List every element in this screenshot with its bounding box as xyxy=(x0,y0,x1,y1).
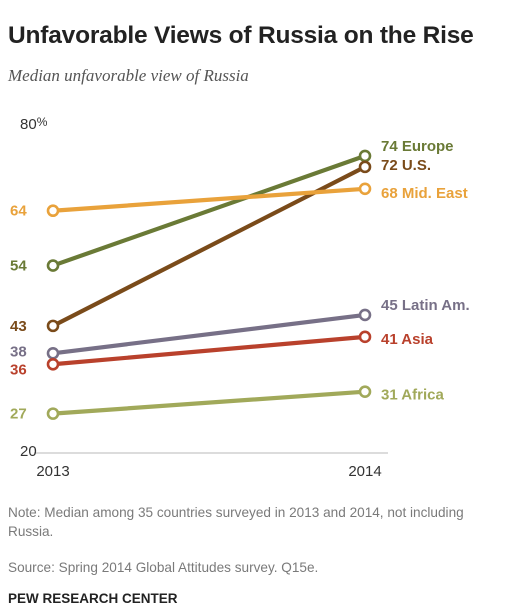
end-label-mid-east: 68 Mid. East xyxy=(381,185,468,202)
series-line-asia xyxy=(50,334,368,367)
series-line-europe xyxy=(50,153,368,268)
series-line-mid-east xyxy=(50,186,368,213)
data-point-africa-2014 xyxy=(358,385,372,398)
data-point-u-s-2014 xyxy=(358,160,372,174)
x-tick-label-2013: 2013 xyxy=(36,463,69,480)
start-label-u-s: 43 xyxy=(10,318,27,335)
data-point-asia-2014 xyxy=(358,330,372,344)
x-tick-label-2014: 2014 xyxy=(348,463,381,480)
start-label-africa: 27 xyxy=(10,406,27,423)
chart-subtitle: Median unfavorable view of Russia xyxy=(8,66,249,85)
end-label-u-s: 72 U.S. xyxy=(381,157,431,174)
data-point-europe-2013 xyxy=(46,259,60,272)
line-chart: 80% 20 2013 2014 54 74 Europe 43 72 U.S. 64 68 Mi… xyxy=(10,115,470,480)
data-point-mid-east-2013 xyxy=(46,204,60,218)
start-label-europe: 54 xyxy=(10,258,27,275)
data-point-asia-2013 xyxy=(46,357,60,371)
start-label-asia: 36 xyxy=(10,361,27,378)
start-label-mid-east: 64 xyxy=(10,203,27,220)
chart-title: Unfavorable Views of Russia on the Rise xyxy=(8,22,474,49)
end-label-asia: 41 Asia xyxy=(381,331,434,348)
end-label-africa: 31 Africa xyxy=(381,387,444,404)
y-tick-label-top: 80% xyxy=(20,115,48,133)
data-point-latin-am-2013 xyxy=(46,346,60,360)
data-point-latin-am-2014 xyxy=(358,308,372,322)
data-point-mid-east-2014 xyxy=(358,182,372,196)
y-tick-label-bottom: 20 xyxy=(20,443,37,460)
data-point-europe-2014 xyxy=(358,149,372,163)
end-label-europe: 74 Europe xyxy=(381,138,454,155)
brand-logo-text: PEW RESEARCH CENTER xyxy=(8,591,178,606)
series-line-africa xyxy=(50,389,368,416)
chart-source: Source: Spring 2014 Global Attitudes sur… xyxy=(8,560,319,575)
chart-note: Note: Median among 35 countries surveyed… xyxy=(8,505,464,539)
end-label-latin-am: 45 Latin Am. xyxy=(381,297,470,314)
data-point-u-s-2013 xyxy=(46,319,60,333)
start-label-latin-am: 38 xyxy=(10,343,27,360)
data-point-africa-2013 xyxy=(46,407,60,420)
y-unit-label: % xyxy=(37,115,48,129)
series-line-latin-am xyxy=(50,312,368,356)
